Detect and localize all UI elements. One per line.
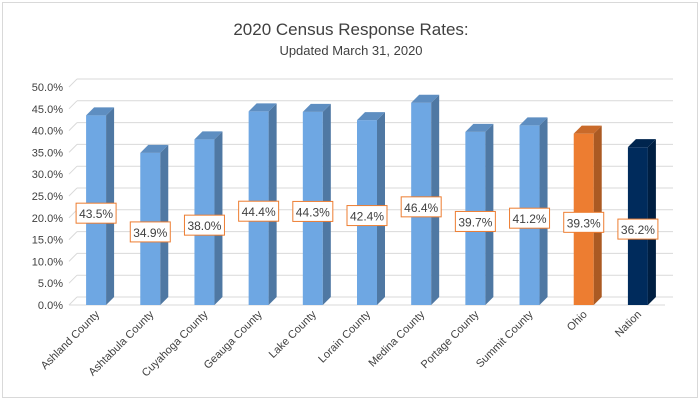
data-label-box <box>346 205 388 227</box>
data-label: 39.7% <box>458 215 492 229</box>
data-label: 39.3% <box>567 216 601 230</box>
x-tick-label: Lake County <box>267 308 320 361</box>
data-label-box <box>75 202 117 224</box>
y-tick-label: 20.0% <box>32 213 63 225</box>
x-tick-label: Nation <box>613 309 644 340</box>
y-tick-label: 45.0% <box>32 104 63 116</box>
bar-top <box>86 107 115 116</box>
x-tick-label: Medina County <box>366 308 427 369</box>
chart-title: 2020 Census Response Rates: <box>233 20 468 39</box>
data-label: 36.2% <box>621 223 655 237</box>
data-label: 44.4% <box>242 205 276 219</box>
gridline-depth <box>68 78 78 88</box>
bar-top <box>465 123 494 132</box>
data-label-box <box>563 211 605 233</box>
plot-area: 0.0% 5.0% 10.0% 15.0% 20.0% 25.0% 30.0% 35.0% 40… <box>32 78 673 379</box>
gridline-depth <box>68 231 78 240</box>
data-label: 43.5% <box>79 207 113 221</box>
y-tick-label: 5.0% <box>38 278 63 290</box>
y-tick-label: 25.0% <box>32 191 63 203</box>
y-tick-label: 35.0% <box>32 147 63 159</box>
data-label-box <box>238 200 280 222</box>
data-label-box <box>509 207 551 229</box>
gridline-depth <box>68 100 78 110</box>
gridline-depth <box>68 253 78 262</box>
gridline-depth <box>68 296 78 306</box>
gridline-depth <box>68 165 78 175</box>
bar-top <box>357 112 385 121</box>
x-tick-label: Lorain County <box>316 308 373 365</box>
data-label-box <box>454 210 496 232</box>
data-label: 46.4% <box>404 201 438 215</box>
bar-top <box>140 144 169 153</box>
x-tick-label: Ohio <box>565 309 590 334</box>
y-tick-label: 50.0% <box>32 82 63 94</box>
bar-top <box>519 117 548 126</box>
bar-top <box>627 139 656 148</box>
census-chart: 2020 Census Response Rates: Updated Marc… <box>32 20 673 379</box>
gridline-depth <box>68 274 78 284</box>
gridline-depth <box>68 187 78 197</box>
data-label: 34.9% <box>133 226 167 240</box>
data-label: 44.3% <box>296 205 330 219</box>
data-label: 42.4% <box>350 210 384 224</box>
x-tick-label: Portage County <box>419 308 482 371</box>
data-label-box <box>400 196 442 218</box>
data-label-box <box>183 214 225 236</box>
data-label-box <box>292 200 334 222</box>
y-tick-label: 40.0% <box>32 126 63 138</box>
y-tick-label: 30.0% <box>32 169 63 181</box>
x-tick-label: Summit County <box>474 308 536 370</box>
gridline-depth <box>68 122 78 131</box>
bar-top <box>302 103 331 112</box>
gridline-depth <box>68 144 78 153</box>
data-label: 41.2% <box>513 212 547 226</box>
x-tick-label: Geauga County <box>202 308 265 371</box>
data-label: 38.0% <box>187 219 221 233</box>
data-label-box <box>617 218 659 240</box>
y-tick-label: 0.0% <box>38 300 63 312</box>
bar-top <box>248 103 277 112</box>
bar-top <box>573 125 602 134</box>
y-tick-label: 15.0% <box>32 235 63 247</box>
bar-top <box>194 131 223 140</box>
data-label-box <box>129 221 171 243</box>
chart-subtitle: Updated March 31, 2020 <box>279 43 422 58</box>
bar-top <box>411 94 440 103</box>
y-tick-label: 10.0% <box>32 256 63 268</box>
